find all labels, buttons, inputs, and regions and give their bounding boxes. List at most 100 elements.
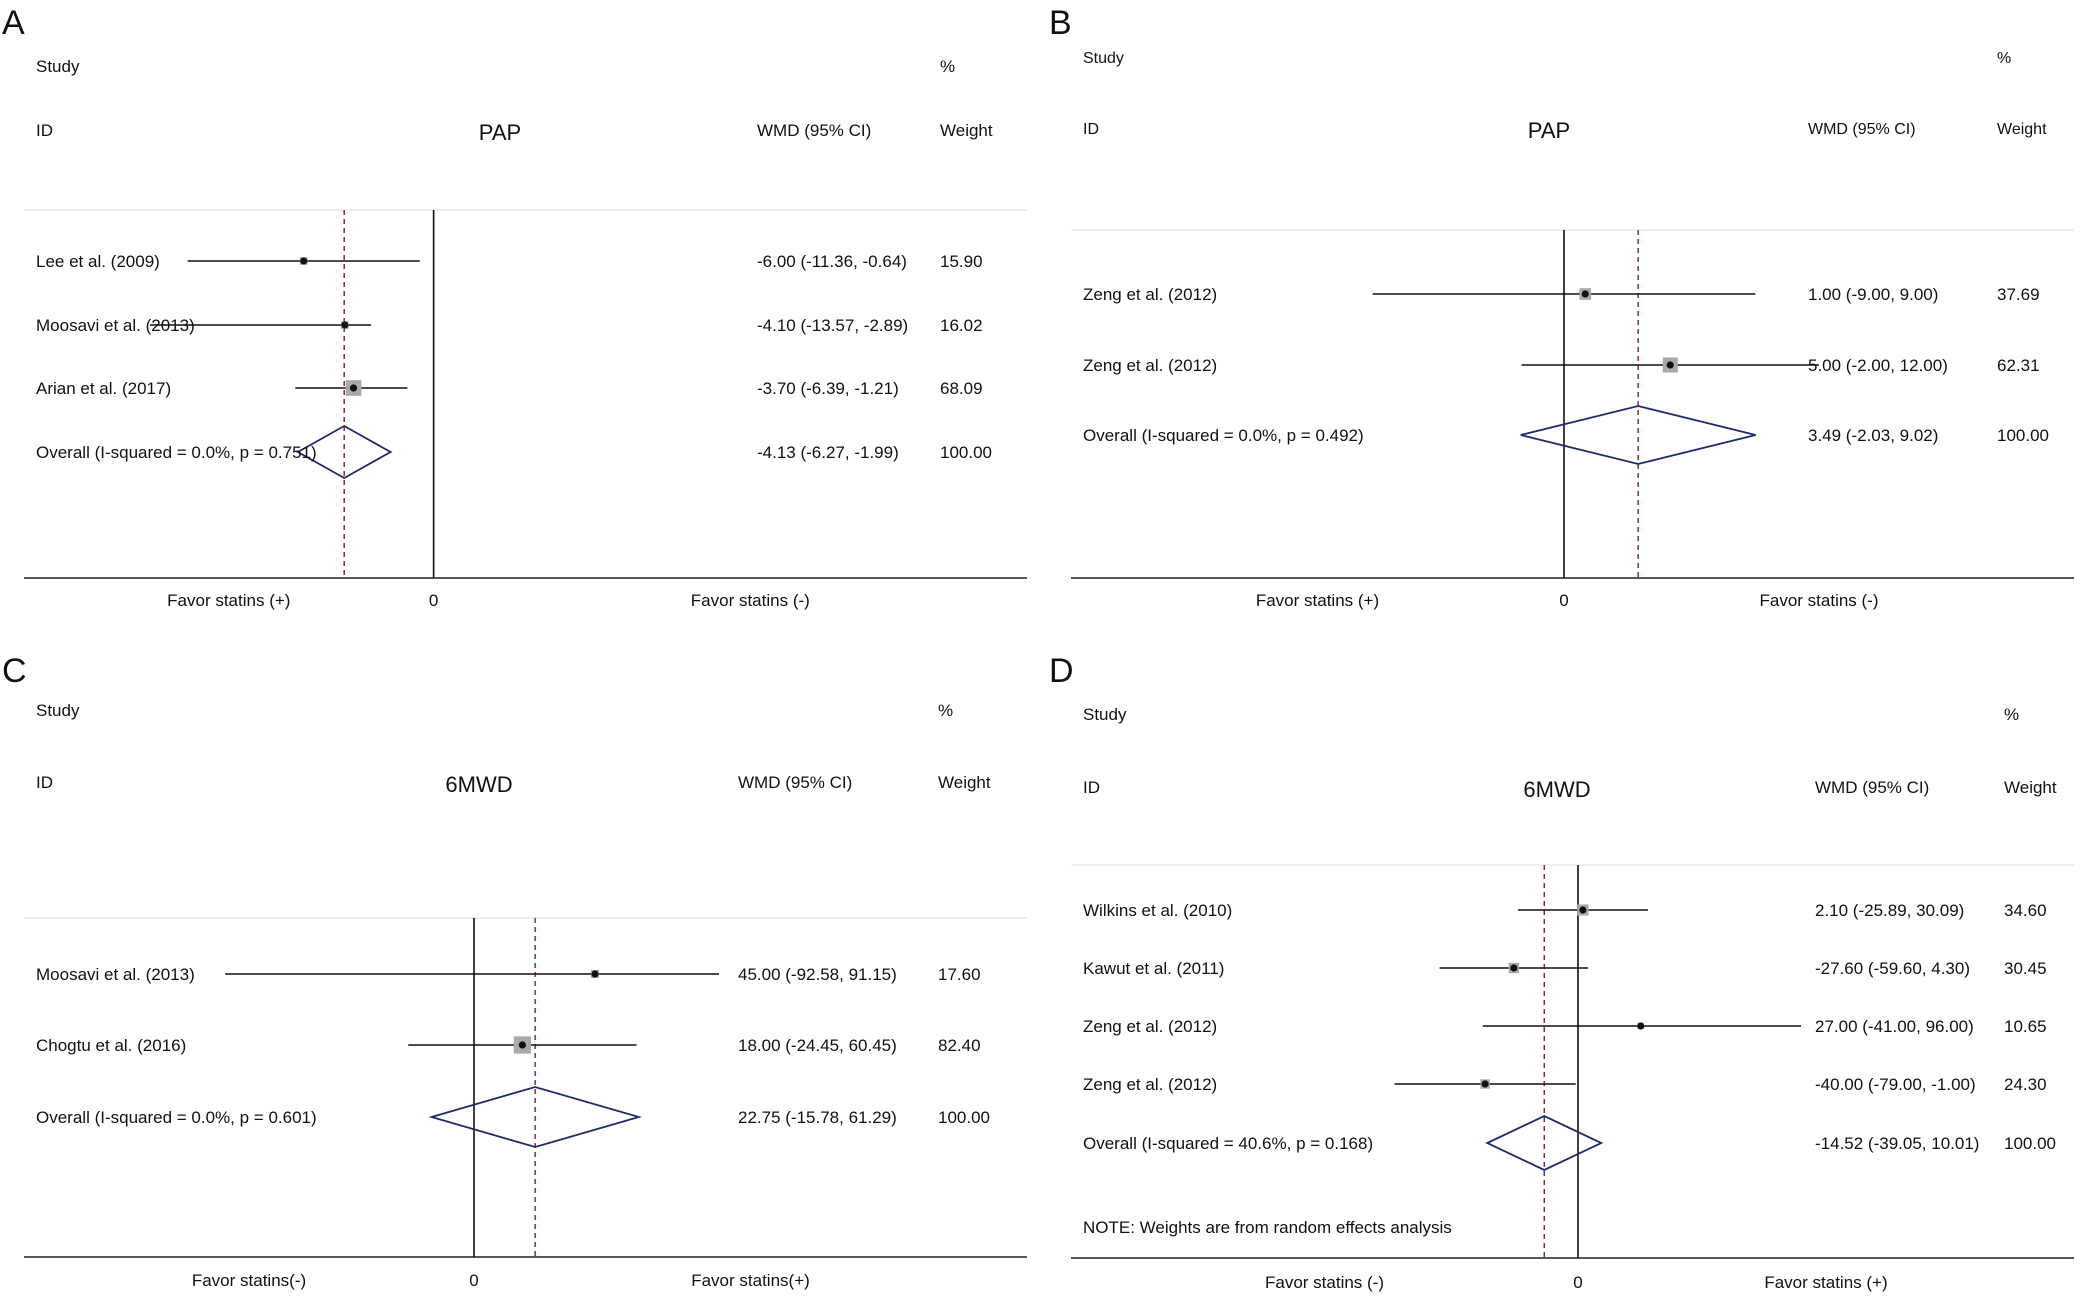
- point-estimate: [341, 321, 349, 329]
- header-study: Study: [1083, 705, 1127, 724]
- overall-label: Overall (I-squared = 0.0%, p = 0.601): [36, 1108, 317, 1127]
- weight-text: 17.60: [938, 965, 981, 984]
- overall-label: Overall (I-squared = 40.6%, p = 0.168): [1083, 1134, 1373, 1153]
- header-study: Study: [36, 701, 80, 720]
- overall-weight-text: 100.00: [940, 443, 992, 462]
- weight-text: 34.60: [2004, 901, 2047, 920]
- point-estimate: [1510, 964, 1518, 972]
- ci-text: -27.60 (-59.60, 4.30): [1815, 959, 1970, 978]
- zero-tick-label: 0: [1573, 1273, 1582, 1292]
- overall-weight-text: 100.00: [1997, 426, 2049, 445]
- point-estimate: [1481, 1080, 1489, 1088]
- point-estimate: [1581, 290, 1589, 298]
- point-estimate: [1666, 361, 1674, 369]
- weight-text: 30.45: [2004, 959, 2047, 978]
- chart-title: 6MWD: [1523, 777, 1590, 802]
- panel-label: C: [2, 652, 27, 690]
- overall-diamond: [428, 1086, 642, 1148]
- overall-diamond: [296, 424, 393, 480]
- header-percent: %: [2004, 705, 2019, 724]
- study-label: Wilkins et al. (2010): [1083, 901, 1232, 920]
- forest-plot-svg: B Study ID PAP WMD (95% CI)% Weight Zeng et al…: [1049, 4, 2074, 610]
- chart-title: PAP: [479, 120, 521, 145]
- ci-text: 5.00 (-2.00, 12.00): [1808, 356, 1948, 375]
- point-estimate: [300, 257, 308, 265]
- panel-label: B: [1049, 4, 1072, 42]
- point-estimate: [518, 1041, 526, 1049]
- ci-text: -40.00 (-79.00, -1.00): [1815, 1075, 1976, 1094]
- x-axis-label-left: Favor statins (+): [167, 591, 290, 610]
- weight-text: 62.31: [1997, 356, 2040, 375]
- forest-plot-panel-b: B Study ID PAP WMD (95% CI)% Weight Zeng et al…: [1047, 0, 2094, 648]
- ci-text: -6.00 (-11.36, -0.64): [757, 252, 907, 271]
- overall-diamond: [1520, 405, 1756, 465]
- header-weight: Weight: [940, 121, 993, 140]
- footnote: NOTE: Weights are from random effects an…: [1083, 1218, 1452, 1237]
- study-label: Zeng et al. (2012): [1083, 356, 1217, 375]
- point-estimate: [1637, 1022, 1645, 1030]
- header-weight: Weight: [2004, 778, 2057, 797]
- x-axis-label-right: Favor statins (+): [1764, 1273, 1887, 1292]
- x-axis-label-right: Favor statins (-): [1759, 591, 1878, 610]
- point-estimate: [591, 970, 599, 978]
- x-axis-label-left: Favor statins (-): [1265, 1273, 1384, 1292]
- chart-title: 6MWD: [445, 772, 512, 797]
- x-axis-label-right: Favor statins (-): [691, 591, 810, 610]
- zero-tick-label: 0: [429, 591, 438, 610]
- panel-label: D: [1049, 652, 1074, 690]
- overall-ci-text: -4.13 (-6.27, -1.99): [757, 443, 899, 462]
- study-label: Moosavi et al. (2013): [36, 316, 195, 335]
- overall-weight-text: 100.00: [2004, 1134, 2056, 1153]
- forest-plot-panel-a: A Study ID PAP WMD (95% CI)% Weight Lee et al.…: [0, 0, 1047, 648]
- zero-tick-label: 0: [1559, 591, 1568, 610]
- header-effect: WMD (95% CI): [757, 121, 871, 140]
- forest-plot-svg: A Study ID PAP WMD (95% CI)% Weight Lee et al.…: [2, 4, 1027, 610]
- header-percent: %: [940, 57, 955, 76]
- weight-text: 82.40: [938, 1036, 981, 1055]
- header-study: Study: [1083, 50, 1124, 67]
- weight-text: 24.30: [2004, 1075, 2047, 1094]
- overall-diamond: [1485, 1115, 1604, 1171]
- header-percent: %: [1997, 50, 2011, 67]
- header-effect: WMD (95% CI): [1815, 778, 1929, 797]
- study-label: Kawut et al. (2011): [1083, 959, 1224, 978]
- study-label: Moosavi et al. (2013): [36, 965, 195, 984]
- weight-text: 10.65: [2004, 1017, 2047, 1036]
- ci-text: -3.70 (-6.39, -1.21): [757, 379, 899, 398]
- x-axis-label-left: Favor statins(-): [192, 1271, 306, 1290]
- forest-plot-svg: C Study ID 6MWD WMD (95% CI)% Weight Moosavi e…: [2, 652, 1027, 1290]
- ci-text: 18.00 (-24.45, 60.45): [738, 1036, 897, 1055]
- weight-text: 68.09: [940, 379, 983, 398]
- ci-text: 27.00 (-41.00, 96.00): [1815, 1017, 1974, 1036]
- study-label: Zeng et al. (2012): [1083, 285, 1217, 304]
- x-axis-label-right: Favor statins(+): [691, 1271, 810, 1290]
- x-axis-label-left: Favor statins (+): [1256, 591, 1379, 610]
- header-weight: Weight: [938, 773, 991, 792]
- overall-label: Overall (I-squared = 0.0%, p = 0.751): [36, 443, 317, 462]
- header-id: ID: [1083, 778, 1100, 797]
- overall-ci-text: 3.49 (-2.03, 9.02): [1808, 426, 1938, 445]
- study-label: Zeng et al. (2012): [1083, 1017, 1217, 1036]
- header-study: Study: [36, 57, 80, 76]
- ci-text: 1.00 (-9.00, 9.00): [1808, 285, 1938, 304]
- header-effect: WMD (95% CI): [1808, 121, 1916, 138]
- weight-text: 15.90: [940, 252, 983, 271]
- study-label: Arian et al. (2017): [36, 379, 171, 398]
- overall-ci-text: -14.52 (-39.05, 10.01): [1815, 1134, 1979, 1153]
- forest-plot-svg: D Study ID 6MWD WMD (95% CI)% Weight Wilkins e…: [1049, 652, 2074, 1292]
- point-estimate: [1579, 906, 1587, 914]
- overall-weight-text: 100.00: [938, 1108, 990, 1127]
- panel-label: A: [2, 4, 25, 42]
- study-label: Lee et al. (2009): [36, 252, 160, 271]
- ci-text: 2.10 (-25.89, 30.09): [1815, 901, 1964, 920]
- overall-label: Overall (I-squared = 0.0%, p = 0.492): [1083, 426, 1364, 445]
- header-percent: %: [938, 701, 953, 720]
- header-id: ID: [36, 773, 53, 792]
- overall-ci-text: 22.75 (-15.78, 61.29): [738, 1108, 897, 1127]
- header-id: ID: [1083, 121, 1099, 138]
- forest-plot-panel-d: D Study ID 6MWD WMD (95% CI)% Weight Wilkins e…: [1047, 648, 2094, 1297]
- header-id: ID: [36, 121, 53, 140]
- chart-title: PAP: [1528, 118, 1570, 143]
- study-label: Zeng et al. (2012): [1083, 1075, 1217, 1094]
- study-label: Chogtu et al. (2016): [36, 1036, 186, 1055]
